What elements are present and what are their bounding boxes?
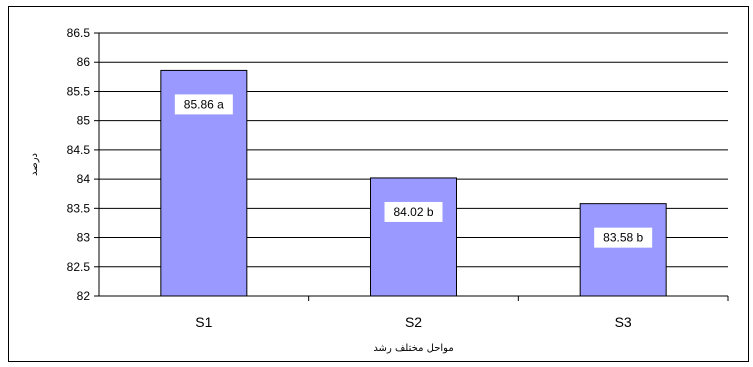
- y-tick-label: 83: [77, 231, 91, 245]
- y-tick-label: 82.5: [67, 260, 91, 274]
- data-label-box: [174, 94, 233, 115]
- x-axis-categories: S1 S2 S3: [195, 296, 729, 330]
- data-label-box: [384, 201, 443, 222]
- bars: [160, 69, 667, 297]
- x-category-label: S2: [405, 314, 422, 330]
- y-tick-label: 83.5: [67, 201, 91, 215]
- y-axis-ticks: 82 82.5 83 83.5 84 84.5 85 85.5 86 86.5: [67, 26, 99, 303]
- x-axis-label: مواحل مختلف رشد: [373, 343, 453, 354]
- y-tick-label: 86.5: [67, 26, 91, 40]
- bar-s2: [370, 177, 457, 297]
- y-tick-label: 82: [77, 289, 91, 303]
- y-tick-label: 86: [77, 55, 91, 69]
- data-label-box: [594, 227, 653, 248]
- y-axis-label: درصد: [29, 153, 40, 176]
- x-category-label: S3: [615, 314, 632, 330]
- data-label: 83.58 b: [603, 231, 643, 245]
- y-tick-label: 84.5: [67, 143, 91, 157]
- y-tick-label: 85.5: [67, 84, 91, 98]
- data-labels: 85.86 a 84.02 b 83.58 b: [174, 94, 653, 248]
- data-label: 84.02 b: [393, 205, 433, 219]
- data-label: 85.86 a: [184, 97, 224, 111]
- x-category-label: S1: [195, 314, 212, 330]
- y-tick-label: 85: [77, 114, 91, 128]
- y-tick-label: 84: [77, 172, 91, 186]
- bar-s3: [579, 203, 667, 297]
